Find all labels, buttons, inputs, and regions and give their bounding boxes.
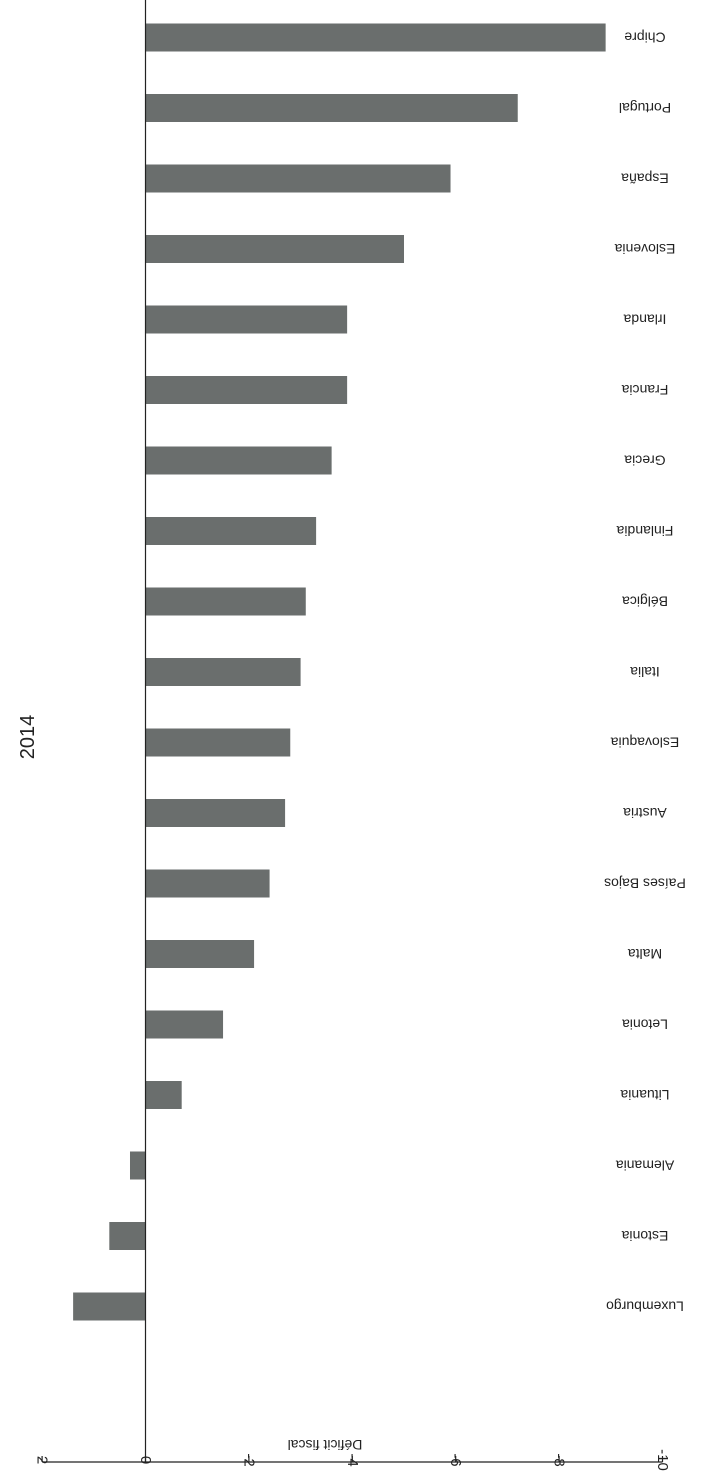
bar-grecia: [145, 446, 332, 475]
x-tick-label: -10: [654, 1449, 671, 1471]
category-label: Chipre: [624, 30, 665, 46]
category-label: Malta: [628, 946, 662, 962]
x-tick-label: -8: [551, 1453, 568, 1466]
x-tick-label: -6: [447, 1453, 464, 1466]
bar-finlandia: [145, 517, 317, 545]
category-label: Francia: [621, 382, 668, 398]
category-label: Países Bajos: [604, 876, 686, 892]
bar-austria: [145, 799, 286, 827]
bar-letonia: [145, 1010, 224, 1039]
category-label: Bélgica: [622, 594, 668, 610]
x-axis-title: Déficit fiscal: [288, 1437, 363, 1453]
x-tick-label: -2: [240, 1453, 257, 1466]
category-label: Eslovenia: [614, 241, 675, 257]
x-tick-label: -4: [344, 1453, 361, 1466]
bar-lituania: [145, 1081, 182, 1109]
category-label: Alemania: [616, 1158, 675, 1174]
chart-title: 2014: [17, 715, 39, 760]
category-label: Grecia: [624, 453, 665, 469]
category-label: Austria: [623, 805, 667, 821]
bar-italia: [145, 658, 301, 686]
bar-chipre: [145, 23, 606, 52]
bar-estonia: [109, 1222, 146, 1250]
category-label: Italia: [630, 664, 660, 680]
bar-alemania: [129, 1151, 146, 1180]
category-label: Lituania: [620, 1087, 669, 1103]
bar-españa: [145, 164, 451, 193]
bar-malta: [145, 940, 255, 968]
labels-layer: Chipre Portugal España Eslovenia Irlanda Fran…: [17, 30, 686, 1454]
bar-irlanda: [145, 305, 348, 334]
bar-portugal: [145, 94, 518, 122]
category-label: Letonia: [622, 1017, 668, 1033]
category-label: Finlandia: [616, 523, 673, 539]
x-tick-label: 2: [34, 1456, 51, 1464]
bar-eslovenia: [145, 235, 404, 263]
category-label: Estonia: [621, 1228, 668, 1244]
category-label: Portugal: [619, 100, 671, 116]
bar-bélgica: [145, 587, 306, 616]
bar-francia: [145, 376, 348, 404]
category-label: España: [621, 171, 669, 187]
x-tick-label: 0: [137, 1456, 154, 1464]
category-label: Irlanda: [623, 312, 666, 328]
category-label: Luxemburgo: [606, 1299, 684, 1315]
bar-luxemburgo: [73, 1292, 146, 1321]
bar-países-bajos: [145, 869, 270, 898]
axis-layer: 2 0 -2 -4 -6 -8 -10: [34, 0, 671, 1471]
bars-layer: [73, 23, 606, 1321]
bar-eslovaquia: [145, 728, 291, 757]
category-label: Eslovaquia: [611, 735, 680, 751]
